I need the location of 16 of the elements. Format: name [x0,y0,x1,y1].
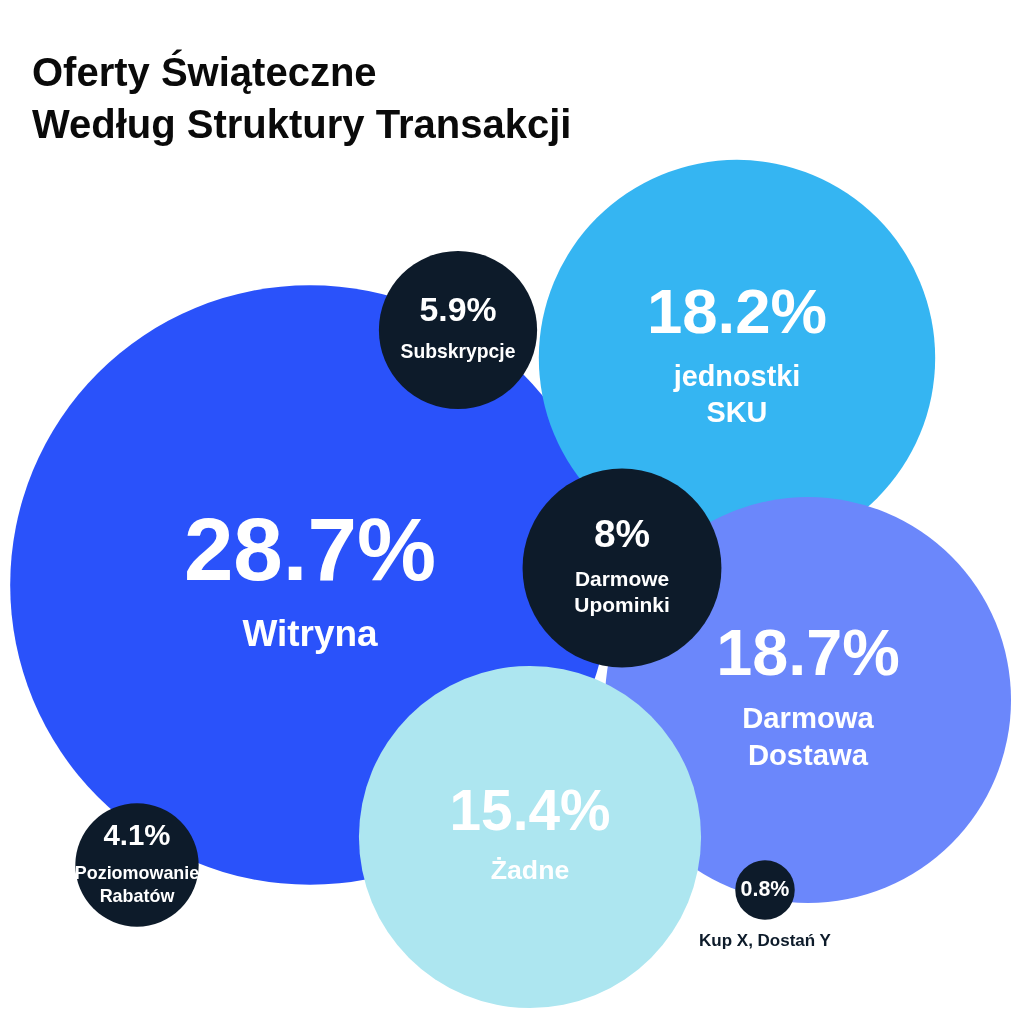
category-label: Kup X, Dostań Y [699,931,832,951]
category-label: Darmowa Dostawa [742,702,875,771]
category-label: Witryna [242,612,379,654]
data-label: 4.1% [103,817,171,851]
data-label: 5.9% [419,290,497,329]
data-label: 18.7% [716,616,900,690]
category-label: jednostki SKU [672,359,801,428]
data-label: 28.7% [183,499,437,600]
data-label: 0.8% [740,876,790,901]
category-label: Żadne [490,854,570,885]
data-label: 8% [593,511,651,555]
data-label: 15.4% [449,778,611,842]
text: Oferty Świąteczne Według Struktury Transakcji [32,48,572,148]
category-label: Subskrypcje [400,341,516,363]
category-label: Darmowe Upominki [574,567,670,617]
data-label: 18.2% [646,275,828,347]
